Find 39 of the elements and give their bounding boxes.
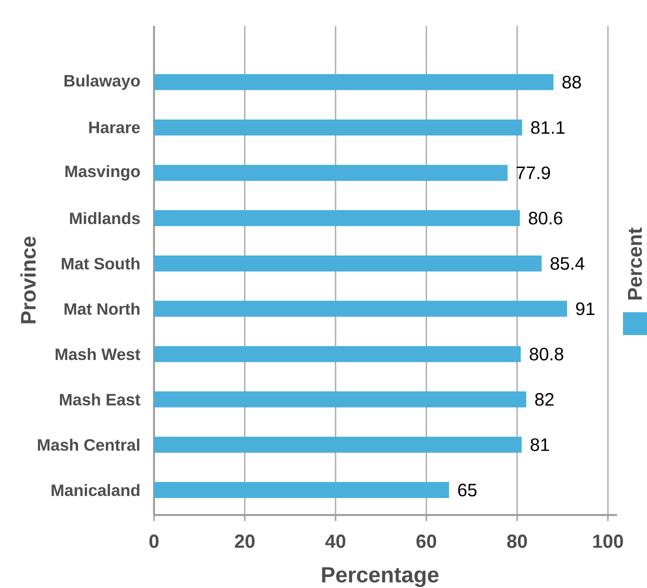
data-label: 91 [576,302,594,316]
data-label: 65 [458,484,477,496]
bar [154,255,542,272]
data-label: 81 [530,438,550,452]
x-tick-label: 100 [593,534,623,548]
bar [154,391,526,408]
y-tick-label: Mash West [56,348,140,360]
x-tick-label: 60 [416,534,436,548]
bar [154,120,522,136]
bar [154,300,568,317]
y-tick-label: Midlands [70,212,140,224]
x-tick-label: 40 [325,534,346,548]
data-label: 81.1 [531,121,564,134]
y-tick-label: Harare [89,122,140,134]
data-label: 77.9 [516,166,550,180]
bar [154,436,522,453]
data-label: 85.4 [550,257,584,270]
y-tick-label: Manicaland [52,484,140,496]
x-tick-label: 80 [507,534,527,548]
x-tick-label: 0 [149,534,159,548]
text: Percent [628,228,642,300]
data-label: 82 [535,393,554,406]
x-axis-title: Percentage [322,567,438,587]
data-label: 80.8 [530,348,564,360]
y-tick-label: Masvingo [65,165,140,181]
bar [154,210,520,226]
y-tick-label: Bulawayo [64,74,140,90]
y-tick-label: Mash Central [38,438,140,451]
data-label: 80.6 [528,212,562,225]
bar [154,482,450,498]
y-tick-label: Mat North [64,302,140,315]
bar [154,74,554,90]
bar [154,164,508,181]
x-tick-label: 20 [234,534,255,548]
y-axis-title: Province [20,236,36,324]
y-tick-label: Mat South [62,257,140,270]
bar [154,346,521,362]
y-tick-label: Mash East [60,393,140,406]
data-label: 88 [562,76,581,89]
